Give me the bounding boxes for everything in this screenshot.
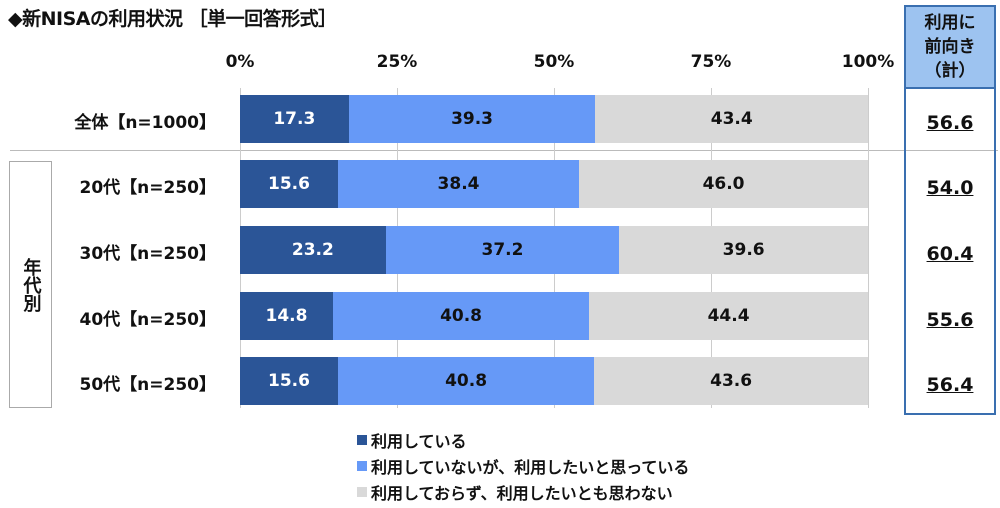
legend-label: 利用しておらず、利用したいとも思わない [371, 484, 673, 503]
bar-segment: 14.8 [240, 292, 333, 340]
summary-header: 利用に 前向き （計） [906, 7, 994, 89]
bar-segment: 39.6 [619, 226, 868, 274]
row-label: 50代【n=250】 [79, 375, 217, 395]
data-label: 39.6 [722, 240, 765, 260]
row-label: 20代【n=250】 [79, 178, 217, 198]
data-label: 43.4 [710, 109, 753, 129]
summary-header-line: （計） [924, 61, 976, 81]
data-label: 15.6 [268, 371, 310, 391]
data-label: 44.4 [707, 306, 750, 326]
summary-value: 54.0 [926, 177, 974, 199]
data-label: 43.6 [710, 371, 753, 391]
summary-header-line: 前向き [924, 37, 976, 57]
legend-item: 利用しておらず、利用したいとも思わない [357, 480, 673, 504]
data-label: 40.8 [440, 306, 483, 326]
data-label: 15.6 [268, 174, 310, 194]
legend-item: 利用している [357, 428, 467, 452]
gridline [868, 88, 869, 408]
group-box: 年代別 [9, 161, 52, 408]
bar-segment: 44.4 [589, 292, 868, 340]
x-tick-label: 75% [690, 52, 732, 72]
data-label: 37.2 [481, 240, 524, 260]
legend-swatch [357, 435, 367, 445]
summary-value: 55.6 [926, 309, 974, 331]
x-tick-label: 0% [225, 52, 255, 72]
bar-segment: 43.4 [595, 95, 868, 143]
data-label: 17.3 [273, 109, 316, 129]
divider [10, 150, 998, 151]
row-label: 30代【n=250】 [79, 244, 217, 264]
legend-item: 利用していないが、利用したいと思っている [357, 454, 689, 478]
bar-segment: 23.2 [240, 226, 386, 274]
x-tick-label: 100% [841, 52, 895, 72]
summary-value: 56.6 [926, 112, 974, 134]
summary-header-line: 利用に [924, 13, 976, 33]
bar-segment: 46.0 [579, 160, 868, 208]
data-label: 40.8 [445, 371, 488, 391]
group-label: 年代別 [20, 257, 42, 312]
summary-box: 利用に 前向き （計） 56.6 54.0 60.4 55.6 56.4 [904, 5, 996, 415]
data-label: 39.3 [451, 109, 494, 129]
bar-segment: 15.6 [240, 160, 338, 208]
x-tick-label: 25% [376, 52, 418, 72]
chart-title: ◆新NISAの利用状況 ［単一回答形式］ [8, 8, 337, 30]
x-tick-label: 50% [533, 52, 575, 72]
data-label: 46.0 [702, 174, 745, 194]
bar-segment: 43.6 [594, 357, 868, 405]
bar-segment: 17.3 [240, 95, 349, 143]
legend-swatch [357, 487, 367, 497]
bar-segment: 38.4 [337, 160, 580, 208]
data-label: 14.8 [265, 306, 308, 326]
legend-label: 利用していないが、利用したいと思っている [371, 458, 690, 477]
row-label: 40代【n=250】 [79, 310, 217, 330]
row-label: 全体【n=1000】 [74, 113, 216, 133]
bar-segment: 15.6 [240, 357, 338, 405]
legend-label: 利用している [371, 432, 467, 451]
data-label: 38.4 [437, 174, 480, 194]
summary-value: 56.4 [926, 374, 974, 396]
bar-segment: 39.3 [348, 95, 596, 143]
summary-value: 60.4 [926, 243, 974, 265]
data-label: 23.2 [291, 240, 334, 260]
bar-segment: 37.2 [385, 226, 620, 274]
bar-segment: 40.8 [332, 292, 590, 340]
legend-swatch [357, 461, 367, 471]
bar-segment: 40.8 [337, 357, 595, 405]
